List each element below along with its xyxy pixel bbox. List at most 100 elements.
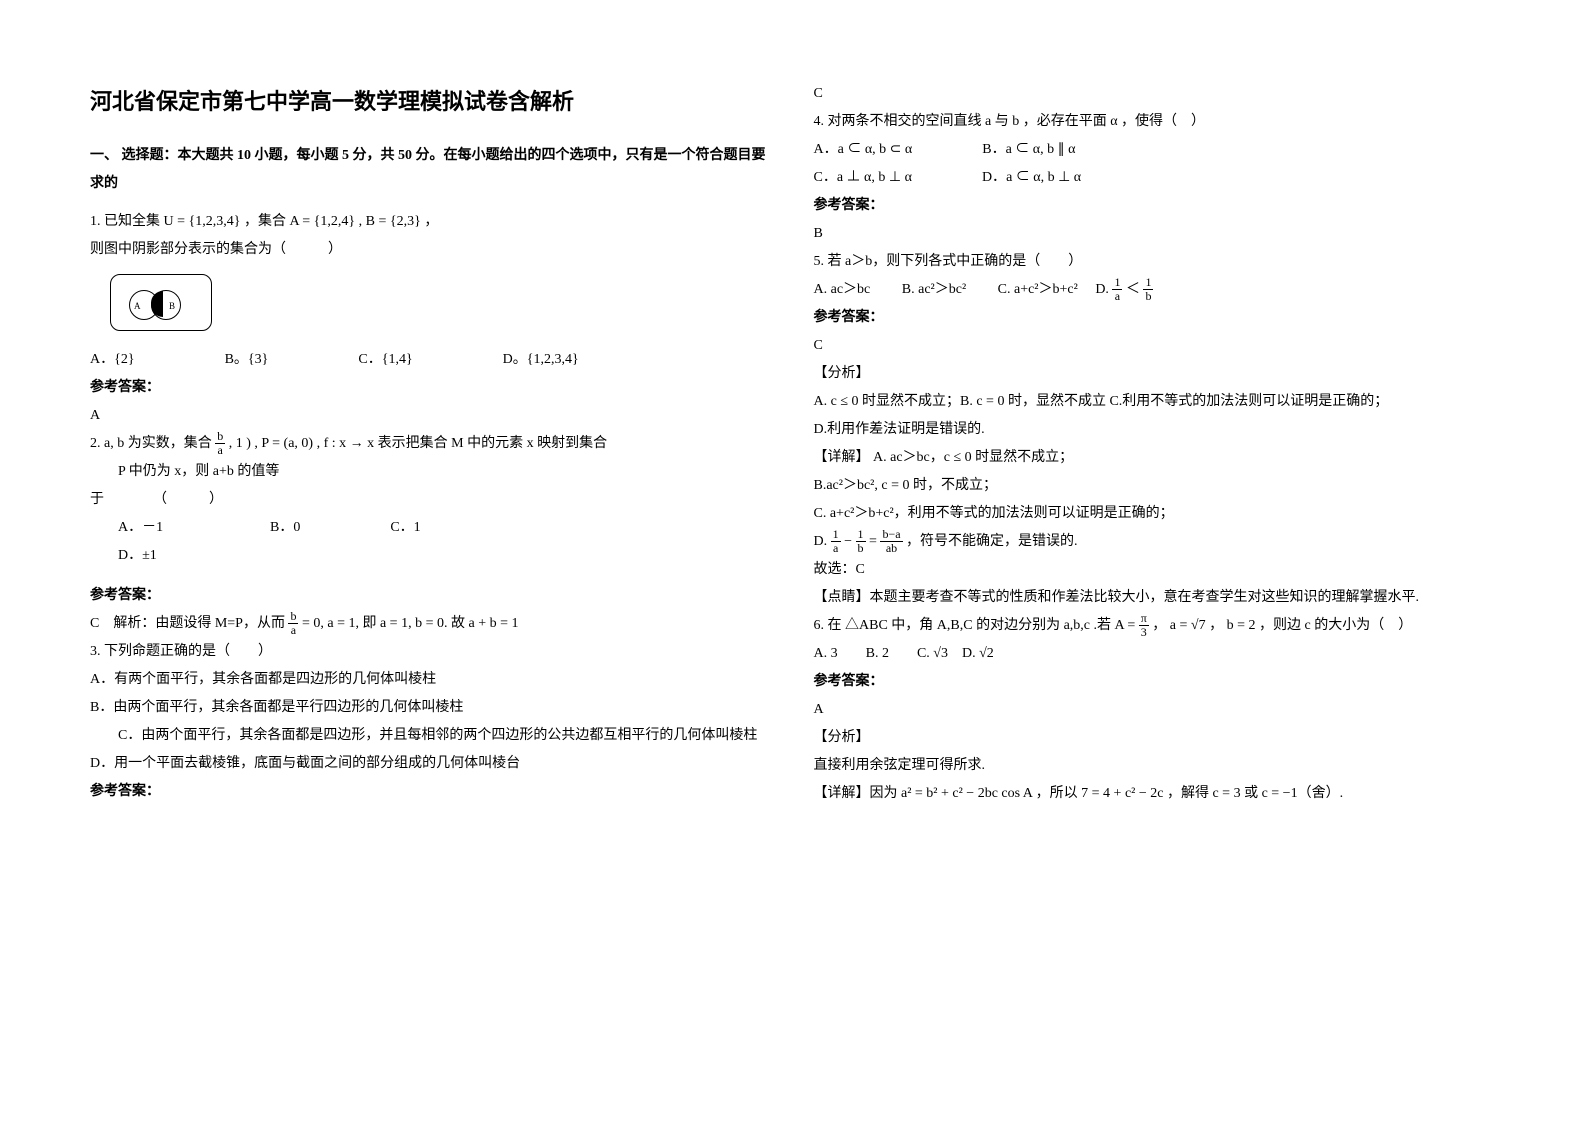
q1-opt-a: A．{2} xyxy=(90,346,135,374)
q5-xj-frac2: 1b xyxy=(856,528,866,555)
q4-opt-a: A．a ⊂ α, b ⊂ α xyxy=(814,136,913,164)
q2-opt-d: D．±1 xyxy=(90,542,774,570)
q2-frac: ba xyxy=(215,430,225,457)
q5-xj-lbl: 【详解】 xyxy=(814,450,870,465)
q4-c-val: a ⊥ α, b ⊥ α xyxy=(837,170,912,185)
q5-answer: C xyxy=(814,332,1498,360)
q3-opt-d: D．用一个平面去截棱锥，底面与截面之间的部分组成的几何体叫棱台 xyxy=(90,750,774,778)
answer-label-3: 参考答案： xyxy=(90,778,774,806)
answer-label: 参考答案： xyxy=(90,374,774,402)
q4-b-val: a ⊂ α, b ∥ α xyxy=(1006,142,1076,157)
q5-xj-d-post: ，符号不能确定，是错误的. xyxy=(906,534,1078,549)
q5-d-frac2: 1b xyxy=(1143,276,1153,303)
q1-stem: 1. 已知全集 U = {1,2,3,4} ，集合 A = {1,2,4} , … xyxy=(90,208,774,236)
venn-label-a: A xyxy=(134,297,141,315)
q6-fenxi-text: 直接利用余弦定理可得所求. xyxy=(814,752,1498,780)
q2-opt-c: C．1 xyxy=(390,514,420,542)
q5-d-pre: D. xyxy=(1095,282,1112,297)
q1-line2: 则图中阴影部分表示的集合为（ ） xyxy=(90,236,774,264)
q2-opt-b: B．0 xyxy=(270,514,300,542)
q6-xiangjie: 【详解】因为 a² = b² + c² − 2bc cos A ，所以 7 = … xyxy=(814,780,1498,808)
q3-stem: 3. 下列命题正确的是（ ） xyxy=(90,638,774,666)
q5-xiangjie-b: B.ac²＞bc², c = 0 时，不成立； xyxy=(814,472,1498,500)
q1-set-u: U = {1,2,3,4} xyxy=(164,214,241,229)
answer-label-2: 参考答案： xyxy=(90,582,774,610)
q4-stem: 4. 对两条不相交的空间直线 a 与 b ，必存在平面 α ，使得（ ） xyxy=(814,108,1498,136)
q5-opt-c: C. a+c²＞b+c² xyxy=(998,282,1078,297)
q5-xiangjie-c: C. a+c²＞b+c²，利用不等式的加法法则可以证明是正确的； xyxy=(814,500,1498,528)
q4-row1: A．a ⊂ α, b ⊂ α B．a ⊂ α, b ∥ α xyxy=(814,136,1498,164)
venn-label-b: B xyxy=(169,297,175,315)
q2-ans-frac: ba xyxy=(288,610,298,637)
q5-guxuan: 故选：C xyxy=(814,556,1498,584)
q5-d-frac1: 1a xyxy=(1112,276,1122,303)
q2-ans-text: C 解析：由题设得 M=P，从而 xyxy=(90,616,288,631)
q6-frac-pi3: π3 xyxy=(1139,612,1149,639)
q5-opt-a: A. ac＞bc xyxy=(814,282,871,297)
q6-xj-a: 【详解】因为 xyxy=(814,786,902,801)
q5-fenxi-d: D.利用作差法证明是错误的. xyxy=(814,416,1498,444)
q2-set-rest: , 1 ) , P = (a, 0) , f : x → x xyxy=(229,436,374,451)
q1-stem-c: ， xyxy=(424,214,438,229)
q4-opt-c: C．a ⊥ α, b ⊥ α xyxy=(814,164,912,192)
q1-opt-a-val: {2} xyxy=(114,352,134,367)
q4-answer: B xyxy=(814,220,1498,248)
q5-options: A. ac＞bc B. ac²＞bc² C. a+c²＞b+c² D. 1a ＜… xyxy=(814,276,1498,304)
q5-xj-frac1: 1a xyxy=(831,528,841,555)
q2-l1a: 2. a, b 为实数，集合 xyxy=(90,436,215,451)
q3-opt-c: C．由两个面平行，其余各面都是四边形，并且每相邻的两个四边形的公共边都互相平行的… xyxy=(90,722,774,750)
q2-ans-expr: = 0, a = 1, 即 a = 1, b = 0. 故 a + b = 1 xyxy=(302,616,519,631)
answer-label-6: 参考答案： xyxy=(814,668,1498,696)
q1-stem-a: 1. 已知全集 xyxy=(90,214,164,229)
q3-answer: C xyxy=(814,80,1498,108)
q1-opt-d-val: {1,2,3,4} xyxy=(527,352,579,367)
q4-a-val: a ⊂ α, b ⊂ α xyxy=(838,142,913,157)
q4-opt-d: D．a ⊂ α, b ⊥ α xyxy=(982,164,1081,192)
q5-xiangjie-d: D. 1a − 1b = b−aab ，符号不能确定，是错误的. xyxy=(814,528,1498,556)
q2-answer: C 解析：由题设得 M=P，从而 ba = 0, a = 1, 即 a = 1,… xyxy=(90,610,774,638)
q2-l1b: 表示把集合 M 中的元素 x 映射到集合 xyxy=(378,436,607,451)
q1-opt-b: B。{3} xyxy=(225,346,269,374)
q5-opt-b: B. ac²＞bc² xyxy=(902,282,966,297)
q5-opt-d: D. 1a ＜ 1b xyxy=(1095,282,1153,297)
q2-line3: 于 （ ） xyxy=(90,486,774,514)
q2-line1: 2. a, b 为实数，集合 ba , 1 ) , P = (a, 0) , f… xyxy=(90,430,774,458)
q5-xj-frac3: b−aab xyxy=(880,528,902,555)
q6-stem: 6. 在 △ABC 中，角 A,B,C 的对边分别为 a,b,c .若 A = … xyxy=(814,612,1498,640)
q4-row2: C．a ⊥ α, b ⊥ α D．a ⊂ α, b ⊥ α xyxy=(814,164,1498,192)
q5-xj-a: A. ac＞bc，c ≤ 0 时显然不成立； xyxy=(873,450,1073,465)
answer-label-5: 参考答案： xyxy=(814,304,1498,332)
q3-opt-a: A．有两个面平行，其余各面都是四边形的几何体叫棱柱 xyxy=(90,666,774,694)
q5-fenxi-a: A. c ≤ 0 时显然不成立；B. c = 0 时，显然不成立 C.利用不等式… xyxy=(814,388,1498,416)
q5-xj-d-pre: D. xyxy=(814,534,831,549)
q4-d-val: a ⊂ α, b ⊥ α xyxy=(1006,170,1081,185)
q1-options: A．{2} B。{3} C．{1,4} D。{1,2,3,4} xyxy=(90,346,774,374)
q6-options: A. 3 B. 2 C. √3 D. √2 xyxy=(814,640,1498,668)
q3-opt-b: B．由两个面平行，其余各面都是平行四边形的几何体叫棱柱 xyxy=(90,694,774,722)
q5-stem: 5. 若 a＞b，则下列各式中正确的是（ ） xyxy=(814,248,1498,276)
q6-l1a: 6. 在 △ABC 中，角 A,B,C 的对边分别为 a,b,c .若 xyxy=(814,618,1115,633)
venn-diagram: A B xyxy=(110,274,212,331)
q6-fenxi-label: 【分析】 xyxy=(814,724,1498,752)
q5-xiangjie-a: 【详解】 A. ac＞bc，c ≤ 0 时显然不成立； xyxy=(814,444,1498,472)
q6-xj-c: ，解得 c = 3 或 c = −1（舍）. xyxy=(1167,786,1343,801)
q1-opt-c-val: {1,4} xyxy=(382,352,413,367)
q4-opt-b: B．a ⊂ α, b ∥ α xyxy=(982,136,1075,164)
q6-xj-b: ，所以 xyxy=(1036,786,1082,801)
page-title: 河北省保定市第七中学高一数学理模拟试卷含解析 xyxy=(90,80,774,124)
section-heading: 一、 选择题：本大题共 10 小题，每小题 5 分，共 50 分。在每小题给出的… xyxy=(90,142,774,198)
q5-dianjing: 【点睛】本题主要考查不等式的性质和作差法比较大小，意在考查学生对这些知识的理解掌… xyxy=(814,584,1498,612)
q1-answer: A xyxy=(90,402,774,430)
q6-xj-eq1: a² = b² + c² − 2bc cos A xyxy=(901,786,1032,801)
q1-opt-d: D。{1,2,3,4} xyxy=(503,346,579,374)
answer-label-4: 参考答案： xyxy=(814,192,1498,220)
q1-opt-c: C．{1,4} xyxy=(358,346,412,374)
q6-xj-eq2: 7 = 4 + c² − 2c xyxy=(1081,786,1163,801)
q1-set-ab: A = {1,2,4} , B = {2,3} xyxy=(289,214,420,229)
q2-line2: P 中仍为 x，则 a+b 的值等 xyxy=(90,458,774,486)
q1-opt-b-val: {3} xyxy=(248,352,268,367)
q6-l1b: ，则边 c 的大小为（ ） xyxy=(1259,618,1412,633)
q5-fenxi-label: 【分析】 xyxy=(814,360,1498,388)
q6-answer: A xyxy=(814,696,1498,724)
q1-stem-b: ，集合 xyxy=(244,214,290,229)
